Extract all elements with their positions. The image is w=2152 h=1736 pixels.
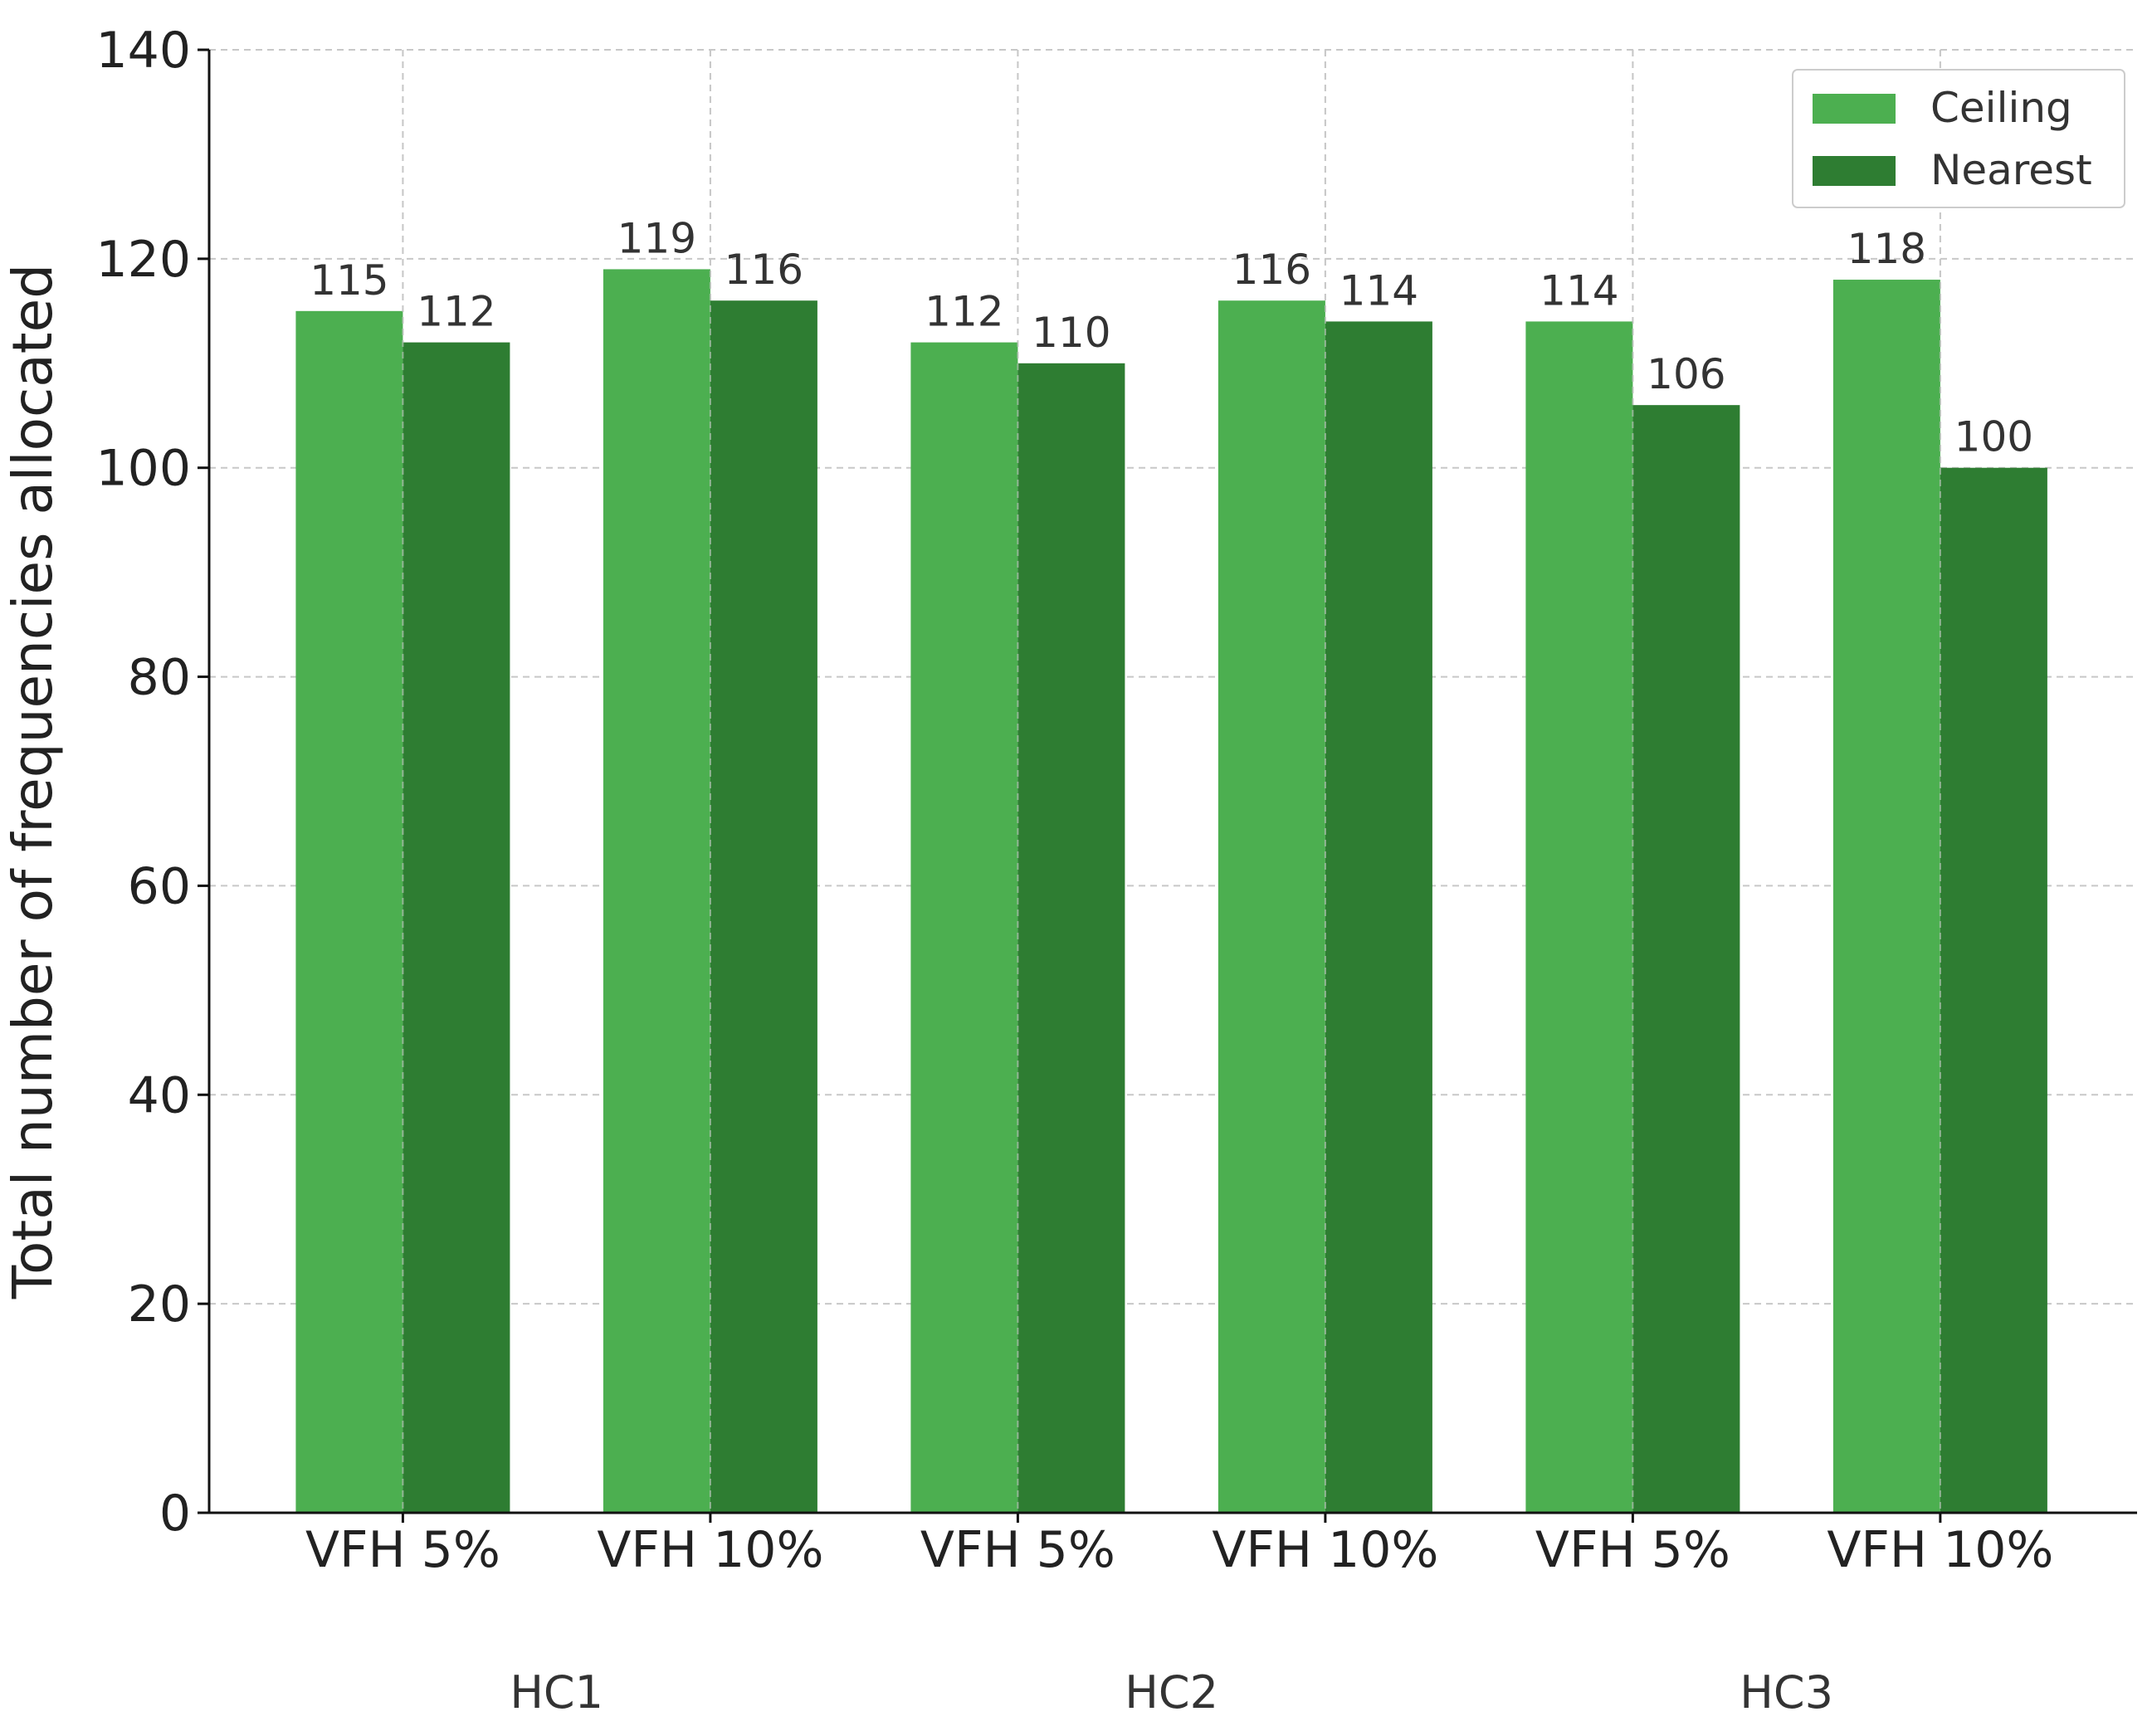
bar-value-label: 115 (310, 256, 388, 305)
y-tick-label: 20 (128, 1275, 191, 1334)
bar-nearest (1940, 467, 2047, 1513)
bar-value-label: 106 (1647, 350, 1725, 398)
bar-value-label: 112 (925, 288, 1003, 336)
x-tick-label: VFH 5% (305, 1521, 500, 1579)
bar-value-label: 116 (725, 246, 803, 294)
y-tick-label: 60 (128, 857, 191, 915)
bar-value-label: 118 (1847, 225, 1926, 273)
y-tick-label: 120 (95, 231, 191, 289)
bar-ceiling (1832, 280, 1940, 1513)
bar-nearest (1632, 405, 1740, 1514)
bar-nearest (1325, 321, 1432, 1513)
y-tick-label: 40 (128, 1066, 191, 1124)
x-tick-label: VFH 5% (1535, 1521, 1730, 1579)
bar-value-labels: 115 119 112 116 114 118 112 116 110 114 106 100 (310, 50, 2033, 1513)
bar-value-label: 112 (417, 288, 495, 336)
bar-value-label: 114 (1340, 266, 1418, 315)
x-tick-label: VFH 5% (920, 1521, 1115, 1579)
grid (209, 49, 2137, 1513)
bar-nearest (403, 342, 510, 1514)
bar-value-label: 116 (1232, 246, 1311, 294)
x-tick-label: VFH 10% (597, 1521, 823, 1579)
y-tick-label: 140 (95, 22, 191, 80)
legend-label: Ceiling (1930, 84, 2072, 132)
y-axis-label: Total number of frequencies allocated (1, 264, 65, 1300)
group-label: HC1 (510, 1666, 603, 1719)
group-label: HC3 (1740, 1666, 1833, 1719)
bar-value-label: 100 (1954, 413, 2033, 461)
bar-value-label: 110 (1032, 309, 1110, 357)
bar-ceiling (1218, 300, 1325, 1514)
bar-value-label: 114 (1540, 266, 1618, 315)
bars (295, 269, 2047, 1514)
y-tick-labels: 0 20 40 60 80 100 120 140 (95, 22, 209, 1543)
y-tick-label: 80 (128, 649, 191, 707)
legend: Ceiling Nearest (1792, 69, 2125, 208)
bar-ceiling (295, 310, 403, 1514)
bar-ceiling (1525, 321, 1633, 1513)
bar-value-label: 119 (617, 214, 696, 262)
x-tick-labels: VFH 5% VFH 10% VFH 5% VFH 10% VFH 5% VFH 10% (305, 1513, 2053, 1579)
y-tick-label: 100 (95, 440, 191, 498)
group-label: HC2 (1125, 1666, 1218, 1719)
bar-ceiling (603, 269, 710, 1514)
x-tick-label: VFH 10% (1827, 1521, 2053, 1579)
bar-ceiling (910, 342, 1018, 1514)
x-tick-label: VFH 10% (1212, 1521, 1438, 1579)
legend-swatch-ceiling (1813, 94, 1896, 124)
axes (207, 50, 2137, 1514)
legend-label: Nearest (1930, 146, 2092, 194)
group-labels: HC1 HC2 HC3 (510, 1666, 1833, 1719)
legend-swatch-nearest (1813, 156, 1896, 186)
y-tick-label: 0 (159, 1485, 191, 1543)
bar-nearest (710, 300, 817, 1514)
bar-nearest (1017, 363, 1125, 1514)
